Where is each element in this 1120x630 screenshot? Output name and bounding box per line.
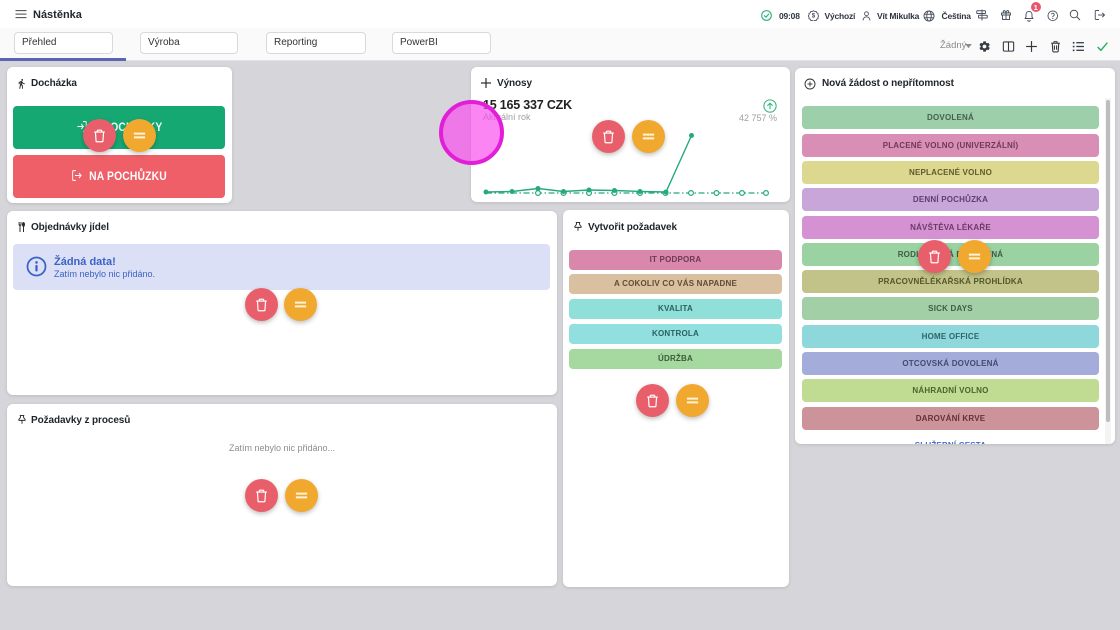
svg-text:$: $ [811,13,815,20]
